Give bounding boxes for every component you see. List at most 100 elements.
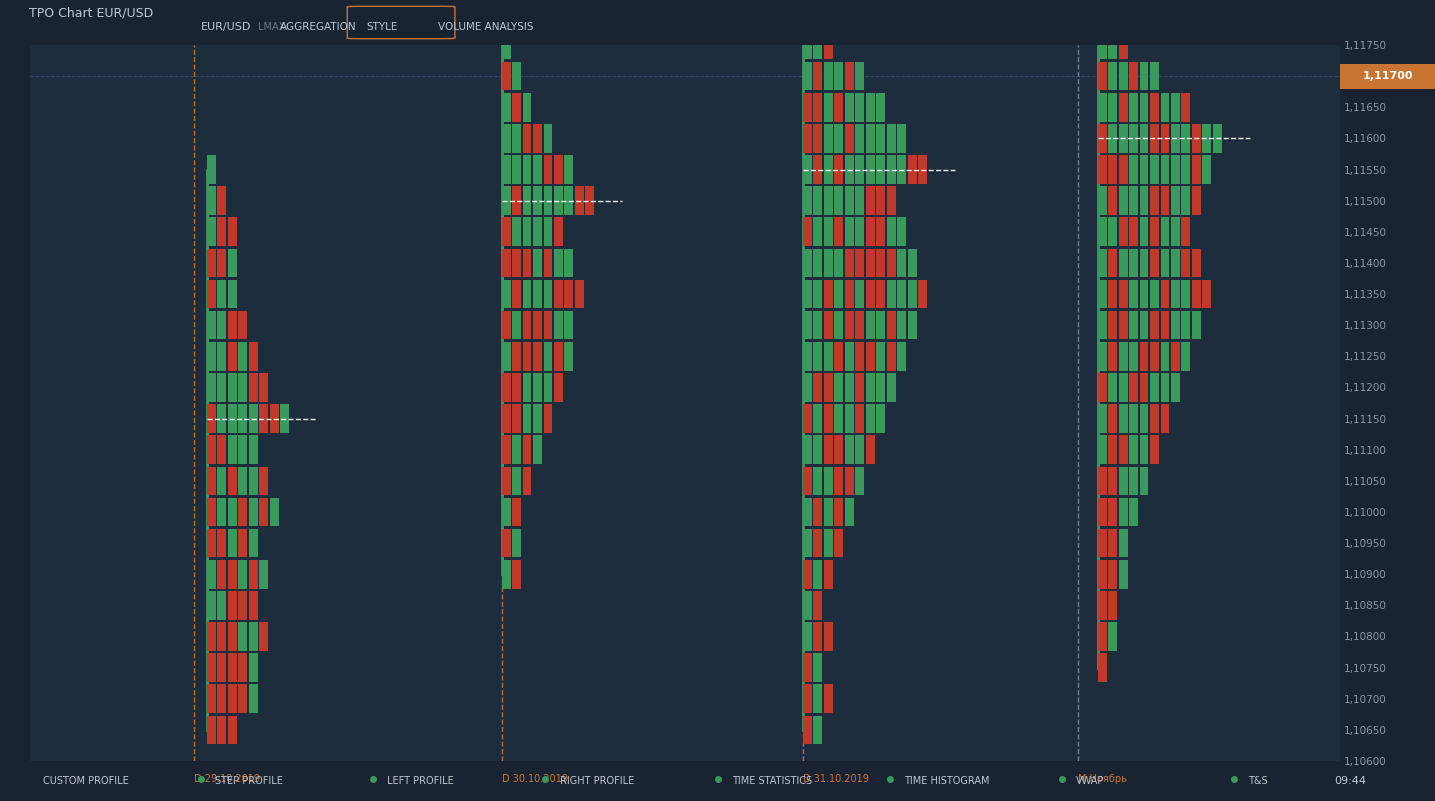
Bar <box>897 311 905 340</box>
Bar <box>248 497 258 526</box>
Bar <box>1139 342 1148 371</box>
Bar <box>897 124 905 153</box>
Bar <box>544 248 552 277</box>
Bar <box>1119 529 1128 557</box>
Text: LMAX: LMAX <box>258 22 286 32</box>
Bar <box>814 622 822 650</box>
Bar <box>228 311 237 340</box>
Bar <box>1139 62 1148 91</box>
Bar <box>1108 497 1116 526</box>
Bar <box>1108 373 1116 402</box>
Bar <box>1108 187 1116 215</box>
Bar <box>1161 217 1170 246</box>
Text: AGGREGATION: AGGREGATION <box>280 22 356 32</box>
Bar <box>1129 248 1138 277</box>
Bar <box>1149 187 1159 215</box>
Bar <box>804 62 812 91</box>
Bar <box>1129 405 1138 433</box>
Bar <box>1108 436 1116 464</box>
Bar <box>228 217 237 246</box>
Bar <box>1171 217 1180 246</box>
Bar <box>918 155 927 184</box>
Bar <box>1161 342 1170 371</box>
Bar <box>217 217 227 246</box>
Bar <box>865 311 875 340</box>
Bar <box>248 529 258 557</box>
Bar <box>814 436 822 464</box>
Text: VWAP: VWAP <box>1076 776 1105 786</box>
Bar <box>865 436 875 464</box>
Bar <box>1119 436 1128 464</box>
Bar <box>824 217 832 246</box>
Bar <box>814 560 822 589</box>
Bar <box>804 342 812 371</box>
Bar <box>877 405 885 433</box>
Bar <box>1098 654 1106 682</box>
Bar <box>824 248 832 277</box>
Bar <box>908 248 917 277</box>
Bar <box>855 405 864 433</box>
Bar <box>845 405 854 433</box>
Bar <box>814 342 822 371</box>
Bar <box>877 155 885 184</box>
Bar <box>824 93 832 122</box>
Bar <box>845 466 854 495</box>
Bar <box>1139 466 1148 495</box>
Bar <box>814 124 822 153</box>
Bar <box>1181 217 1191 246</box>
Bar <box>1139 373 1148 402</box>
Bar <box>544 187 552 215</box>
Bar <box>814 62 822 91</box>
Bar <box>207 622 215 650</box>
Bar <box>1181 248 1191 277</box>
Bar <box>897 217 905 246</box>
Bar <box>248 684 258 713</box>
Bar <box>887 155 895 184</box>
Bar <box>207 654 215 682</box>
Bar <box>1119 155 1128 184</box>
Bar <box>544 373 552 402</box>
Bar <box>554 248 563 277</box>
Bar <box>1149 248 1159 277</box>
Bar <box>564 155 574 184</box>
Bar <box>865 155 875 184</box>
Bar <box>855 311 864 340</box>
Bar <box>804 405 812 433</box>
Bar <box>207 342 215 371</box>
Bar <box>1129 187 1138 215</box>
Bar <box>1119 311 1128 340</box>
Bar <box>855 466 864 495</box>
Bar <box>887 248 895 277</box>
Bar <box>544 217 552 246</box>
Bar <box>207 560 215 589</box>
Bar <box>502 342 511 371</box>
Bar <box>1171 124 1180 153</box>
Bar <box>502 248 511 277</box>
Bar <box>207 280 215 308</box>
Text: EUR/USD: EUR/USD <box>201 22 251 32</box>
Bar <box>1119 217 1128 246</box>
Bar <box>1119 466 1128 495</box>
Bar <box>522 248 531 277</box>
Bar <box>804 311 812 340</box>
Bar <box>228 622 237 650</box>
Bar <box>855 62 864 91</box>
Bar <box>824 497 832 526</box>
Bar <box>1129 155 1138 184</box>
Bar <box>544 280 552 308</box>
Bar <box>228 342 237 371</box>
Bar <box>512 93 521 122</box>
Bar <box>1098 342 1106 371</box>
Bar <box>260 560 268 589</box>
Bar <box>1108 62 1116 91</box>
Bar <box>1213 124 1221 153</box>
Bar <box>522 155 531 184</box>
Bar <box>512 124 521 153</box>
Bar <box>897 342 905 371</box>
Bar <box>1098 62 1106 91</box>
Bar <box>865 373 875 402</box>
Bar <box>512 248 521 277</box>
Bar <box>554 311 563 340</box>
Bar <box>260 622 268 650</box>
Bar <box>804 622 812 650</box>
